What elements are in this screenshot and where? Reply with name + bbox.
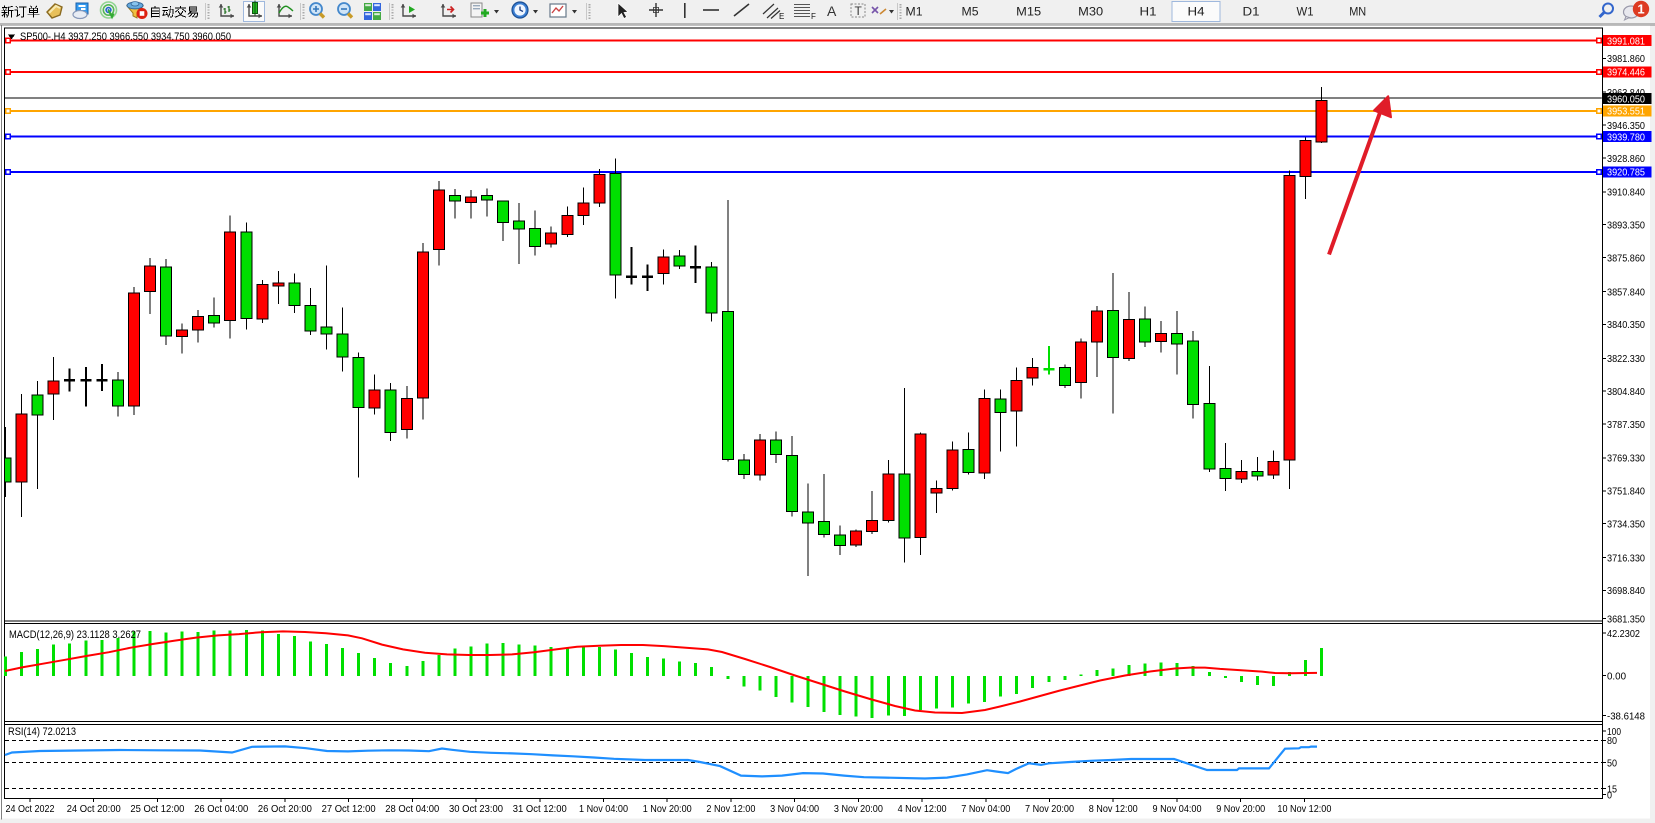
svg-text:1 Nov 04:00: 1 Nov 04:00 bbox=[579, 803, 628, 815]
svg-text:3 Nov 20:00: 3 Nov 20:00 bbox=[834, 803, 883, 815]
svg-text:50: 50 bbox=[1607, 758, 1617, 770]
svg-text:42.2302: 42.2302 bbox=[1607, 628, 1640, 640]
svg-text:24 Oct 20:00: 24 Oct 20:00 bbox=[67, 803, 121, 815]
svg-text:3787.350: 3787.350 bbox=[1607, 419, 1645, 431]
svg-text:24 Oct 2022: 24 Oct 2022 bbox=[6, 803, 55, 815]
svg-text:D1: D1 bbox=[1243, 5, 1260, 19]
svg-text:W1: W1 bbox=[1297, 5, 1314, 19]
svg-text:-38.6148: -38.6148 bbox=[1607, 710, 1645, 722]
svg-text:F: F bbox=[811, 12, 816, 21]
svg-text:3698.840: 3698.840 bbox=[1607, 585, 1645, 597]
svg-text:31 Oct 12:00: 31 Oct 12:00 bbox=[513, 803, 567, 815]
svg-text:9 Nov 20:00: 9 Nov 20:00 bbox=[1216, 803, 1265, 815]
svg-text:3716.330: 3716.330 bbox=[1607, 552, 1645, 564]
svg-text:28 Oct 04:00: 28 Oct 04:00 bbox=[385, 803, 439, 815]
svg-text:10 Nov 12:00: 10 Nov 12:00 bbox=[1277, 803, 1331, 815]
svg-text:M15: M15 bbox=[1016, 5, 1041, 19]
svg-text:1: 1 bbox=[1637, 2, 1644, 17]
svg-text:3769.330: 3769.330 bbox=[1607, 453, 1645, 465]
svg-text:100: 100 bbox=[1607, 726, 1621, 738]
svg-text:3946.350: 3946.350 bbox=[1607, 120, 1645, 132]
svg-text:3840.350: 3840.350 bbox=[1607, 319, 1645, 331]
svg-text:30 Oct 23:00: 30 Oct 23:00 bbox=[449, 803, 503, 815]
svg-text:26 Oct 04:00: 26 Oct 04:00 bbox=[194, 803, 248, 815]
svg-text:26 Oct 20:00: 26 Oct 20:00 bbox=[258, 803, 312, 815]
svg-text:3974.446: 3974.446 bbox=[1607, 67, 1645, 79]
svg-text:H4: H4 bbox=[1188, 5, 1205, 19]
svg-text:A: A bbox=[827, 3, 837, 19]
svg-text:7 Nov 20:00: 7 Nov 20:00 bbox=[1025, 803, 1074, 815]
svg-text:3960.050: 3960.050 bbox=[1607, 93, 1645, 105]
svg-text:E: E bbox=[779, 12, 784, 21]
svg-text:3953.551: 3953.551 bbox=[1607, 106, 1645, 118]
svg-text:4 Nov 12:00: 4 Nov 12:00 bbox=[898, 803, 947, 815]
svg-text:3893.350: 3893.350 bbox=[1607, 220, 1645, 232]
svg-text:3875.860: 3875.860 bbox=[1607, 252, 1645, 264]
svg-text:H1: H1 bbox=[1140, 5, 1157, 19]
svg-text:1 Nov 20:00: 1 Nov 20:00 bbox=[643, 803, 692, 815]
svg-text:3991.081: 3991.081 bbox=[1607, 35, 1645, 47]
svg-text:3822.330: 3822.330 bbox=[1607, 353, 1645, 365]
svg-text:3910.840: 3910.840 bbox=[1607, 187, 1645, 199]
svg-text:MACD(12,26,9) 23.1128 3.2627: MACD(12,26,9) 23.1128 3.2627 bbox=[9, 629, 141, 641]
svg-text:RSI(14) 72.0213: RSI(14) 72.0213 bbox=[8, 726, 76, 738]
svg-text:3804.840: 3804.840 bbox=[1607, 386, 1645, 398]
svg-text:SP500-.H4 3937.250 3966.550 3: SP500-.H4 3937.250 3966.550 3934.750 396… bbox=[20, 31, 231, 43]
svg-text:3 Nov 04:00: 3 Nov 04:00 bbox=[770, 803, 819, 815]
svg-text:3857.840: 3857.840 bbox=[1607, 286, 1645, 298]
svg-text:25 Oct 12:00: 25 Oct 12:00 bbox=[130, 803, 184, 815]
svg-text:3751.840: 3751.840 bbox=[1607, 486, 1645, 498]
svg-text:7 Nov 04:00: 7 Nov 04:00 bbox=[961, 803, 1010, 815]
svg-text:80: 80 bbox=[1607, 735, 1617, 747]
svg-text:0.00: 0.00 bbox=[1607, 670, 1626, 682]
svg-text:3939.780: 3939.780 bbox=[1607, 131, 1645, 143]
svg-text:M30: M30 bbox=[1078, 5, 1103, 19]
svg-text:27 Oct 12:00: 27 Oct 12:00 bbox=[322, 803, 376, 815]
svg-text:MN: MN bbox=[1349, 5, 1366, 19]
svg-text:15: 15 bbox=[1607, 783, 1617, 795]
svg-text:3920.785: 3920.785 bbox=[1607, 167, 1645, 179]
svg-text:2 Nov 12:00: 2 Nov 12:00 bbox=[706, 803, 755, 815]
svg-text:3928.860: 3928.860 bbox=[1607, 153, 1645, 165]
svg-text:3981.860: 3981.860 bbox=[1607, 53, 1645, 65]
svg-text:T: T bbox=[855, 4, 863, 18]
svg-text:0: 0 bbox=[1607, 789, 1612, 801]
svg-text:M1: M1 bbox=[906, 5, 923, 19]
svg-text:8 Nov 12:00: 8 Nov 12:00 bbox=[1089, 803, 1138, 815]
svg-text:M5: M5 bbox=[962, 5, 979, 19]
svg-text:3681.350: 3681.350 bbox=[1607, 613, 1645, 625]
svg-text:3734.350: 3734.350 bbox=[1607, 519, 1645, 531]
svg-text:9 Nov 04:00: 9 Nov 04:00 bbox=[1153, 803, 1202, 815]
